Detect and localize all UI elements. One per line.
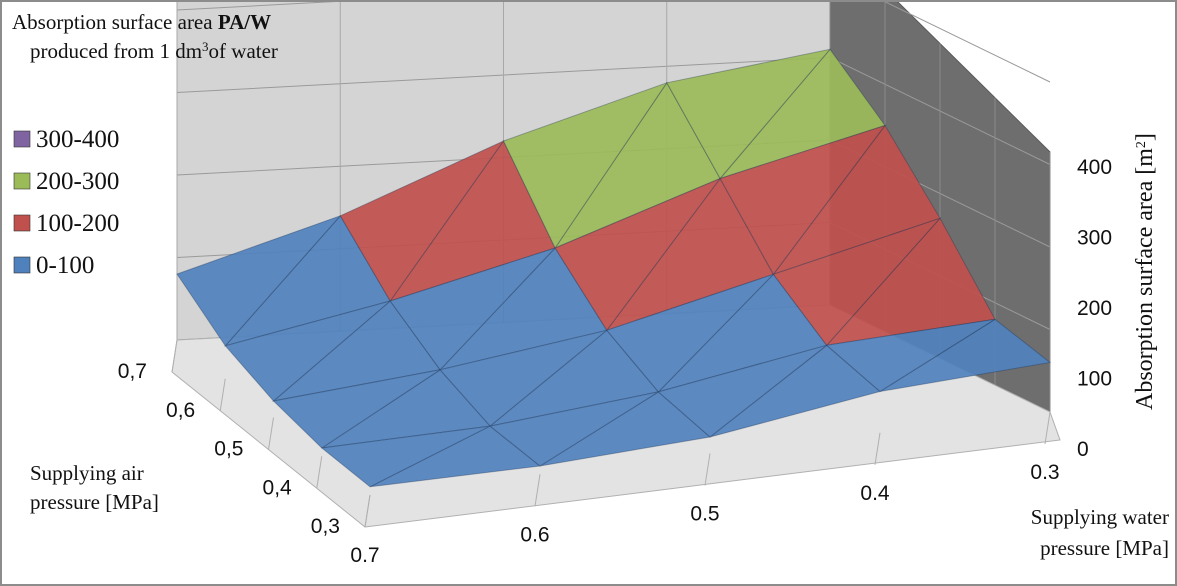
floor-gridline <box>364 494 371 528</box>
surface-facet <box>666 48 832 180</box>
y-axis-ticks: 0,3 0,4 0,5 0,6 0,7 <box>118 360 340 538</box>
z-tick-label: 300 <box>1077 227 1112 250</box>
z-tick-label: 0 <box>1077 438 1089 461</box>
surface-facet <box>389 247 556 371</box>
legend-swatch <box>13 172 31 190</box>
surface-facet <box>772 217 942 347</box>
legend-swatch <box>13 256 31 274</box>
z-axis-title: Absorption surface area [m2] <box>1132 133 1158 410</box>
legend-swatch <box>13 130 31 148</box>
surface-plot <box>176 48 1052 488</box>
y-axis-title-line1: Supplying air <box>30 461 144 485</box>
surface-facet <box>605 273 774 393</box>
legend-label: 200-300 <box>36 168 119 195</box>
y-tick-label: 0,4 <box>263 476 293 499</box>
surface-facet <box>321 369 492 449</box>
x-tick-label: 0.4 <box>860 482 890 505</box>
x-tick-label: 0.5 <box>690 503 719 526</box>
legend-label: 100-200 <box>36 210 119 237</box>
floor-gridline <box>874 432 881 465</box>
y-tick-label: 0,7 <box>118 360 147 383</box>
surface-facet <box>272 369 441 449</box>
surface-facet <box>719 124 887 276</box>
surface-facet <box>488 391 659 467</box>
surface-facet <box>176 215 341 347</box>
x-tick-label: 0.6 <box>520 523 549 546</box>
y-tick-label: 0,3 <box>311 515 340 538</box>
legend-label: 300-400 <box>36 126 119 153</box>
wall-gridline <box>176 2 1051 83</box>
legend-label: 0-100 <box>36 252 94 279</box>
surface-facet <box>224 300 391 402</box>
floor-gridline <box>534 474 541 507</box>
floor-gridline <box>316 456 323 489</box>
floor-gridline <box>1044 411 1051 445</box>
x-axis-title-line2: pressure [MPa] <box>1040 536 1169 560</box>
z-tick-label: 100 <box>1077 368 1112 391</box>
x-tick-label: 0.3 <box>1030 461 1059 484</box>
floor-gridline <box>704 453 711 486</box>
z-axis-ticks: 0 100 200 300 400 <box>1077 156 1112 461</box>
surface-facet <box>502 81 669 250</box>
y-tick-label: 0,6 <box>166 399 195 422</box>
legend-swatch <box>13 214 31 232</box>
surface-facet <box>657 344 828 438</box>
surface-facet <box>539 391 712 467</box>
surface-facet <box>439 329 608 427</box>
surface-facet <box>339 139 505 302</box>
chart-title-line1: Absorption surface area PA/W <box>12 10 271 34</box>
chart-legend: 300-400 200-300 100-200 0-100 <box>13 126 119 279</box>
floor-gridline <box>171 339 178 373</box>
z-tick-label: 400 <box>1077 156 1112 179</box>
surface-facet <box>489 329 660 427</box>
x-axis-title-line1: Supplying water <box>1031 505 1169 529</box>
y-tick-label: 0,5 <box>214 438 243 461</box>
x-tick-label: 0.7 <box>350 544 379 567</box>
chart-title-line2: produced from 1 dm3of water <box>30 39 278 64</box>
floor-gridline <box>268 417 274 450</box>
x-axis-ticks: 0.7 0.6 0.5 0.4 0.3 <box>350 461 1059 567</box>
surface-facet <box>320 425 491 488</box>
surface-facet <box>825 318 996 393</box>
y-axis-title-line2: pressure [MPa] <box>30 490 159 514</box>
surface-facet <box>554 177 722 332</box>
floor-gridline <box>219 378 226 411</box>
z-tick-label: 200 <box>1077 297 1112 320</box>
